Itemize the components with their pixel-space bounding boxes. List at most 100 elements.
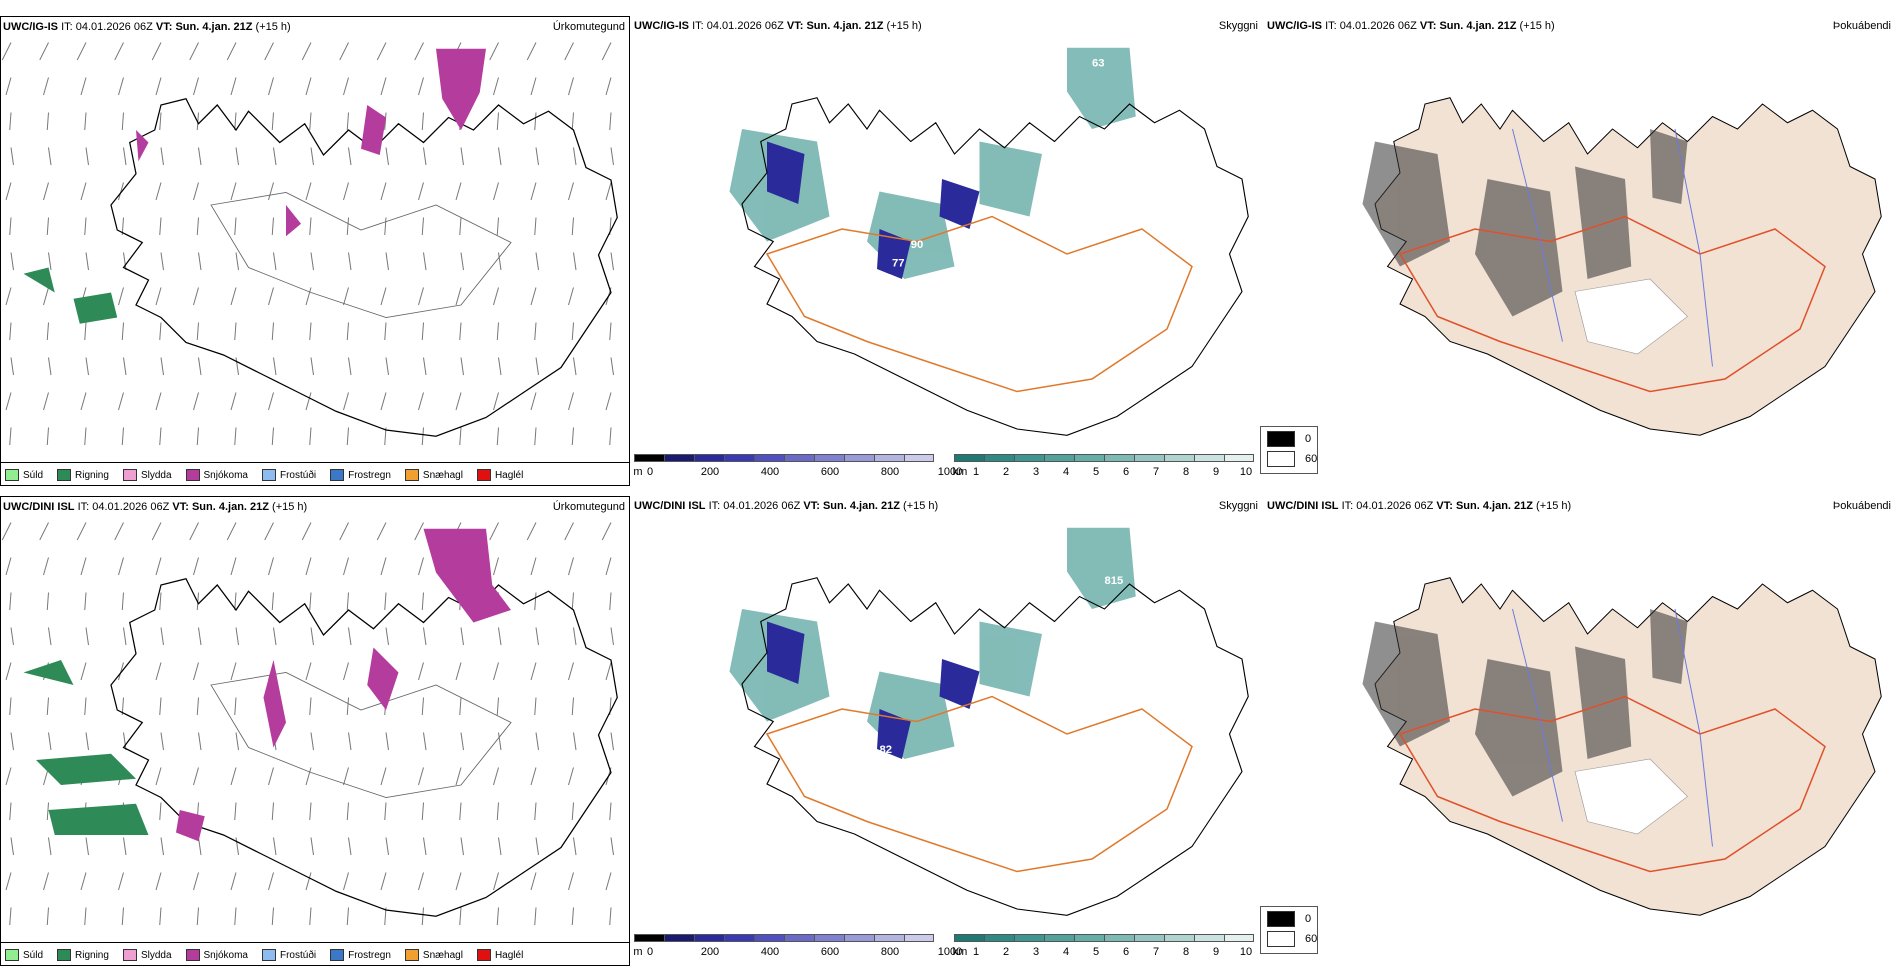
fog-legend: 0 60 — [1260, 906, 1318, 954]
visibility-unit: km — [952, 946, 968, 958]
fog-swatch — [1267, 431, 1295, 447]
station-value: 63 — [1092, 58, 1105, 70]
visibility-tick: 3 — [1032, 946, 1040, 958]
visibility-tick: 6 — [1122, 466, 1130, 478]
panel-header: UWC/DINI ISL IT: 04.01.2026 06Z VT: Sun.… — [634, 500, 939, 512]
legend-item: Slydda — [122, 949, 172, 961]
colorbar-segment — [1014, 934, 1044, 942]
rain-areas — [23, 660, 149, 835]
legend-item: Slydda — [122, 469, 172, 481]
coastline — [741, 577, 1249, 916]
ceiling-tick: 800 — [880, 466, 900, 478]
visibility-panel: UWC/DINI ISL IT: 04.01.2026 06Z VT: Sun.… — [632, 496, 1262, 966]
visibility-tick: 8 — [1182, 946, 1190, 958]
roads — [765, 695, 1193, 873]
precip-type-panel: UWC/IG-IS IT: 04.01.2026 06Z VT: Sun. 4.… — [0, 16, 630, 486]
panel-header: UWC/IG-IS IT: 04.01.2026 06Z VT: Sun. 4.… — [1267, 20, 1555, 32]
colorbar-segment — [664, 934, 694, 942]
fog-areas — [1362, 129, 1688, 317]
legend-swatch — [261, 949, 276, 961]
colorbar-segment — [1164, 454, 1194, 462]
roads — [210, 672, 512, 798]
fog-swatch — [1267, 931, 1295, 947]
legend-swatch — [476, 469, 491, 481]
legend-item: Súld — [5, 469, 43, 481]
colorbar-segment — [1224, 454, 1254, 462]
fog-legend-row: 60 — [1267, 931, 1317, 947]
legend-swatch — [5, 949, 19, 961]
colorbar-segment — [1134, 934, 1164, 942]
fog-panel: UWC/DINI ISL IT: 04.01.2026 06Z VT: Sun.… — [1260, 496, 1895, 966]
legend-swatch — [330, 949, 345, 961]
legend-label: Snjókoma — [203, 949, 248, 961]
roads — [210, 192, 512, 318]
coastline — [110, 98, 618, 437]
legend-label: Haglél — [494, 949, 524, 961]
legend-label: Slydda — [140, 949, 172, 961]
station-value: 77 — [892, 258, 905, 270]
station-value: 120 — [830, 788, 849, 800]
snow-areas — [136, 48, 486, 237]
coastline — [741, 97, 1249, 436]
legend-label: Frostúði — [279, 949, 317, 961]
colorbar-segment — [1044, 454, 1074, 462]
rivers — [1512, 128, 1713, 367]
legend-swatch — [404, 469, 419, 481]
ceiling-unit: m — [633, 946, 643, 958]
legend-label: Frostregn — [348, 949, 391, 961]
station-value: 815 — [1105, 575, 1124, 587]
ceiling-colorbar — [634, 454, 934, 462]
fog-areas — [1362, 609, 1688, 797]
legend-item: Súld — [5, 949, 43, 961]
colorbar-segment — [954, 934, 984, 942]
visibility-tick: 1 — [972, 466, 980, 478]
legend-swatch — [330, 469, 345, 481]
roads — [1398, 215, 1826, 393]
visibility-tick: 5 — [1092, 946, 1100, 958]
legend-label: Rigning — [75, 469, 109, 481]
legend-label: Snæhagl — [422, 949, 463, 961]
ceiling-tick: 800 — [880, 946, 900, 958]
visibility-colorbar — [954, 454, 1254, 462]
product-name: Þokuábendi — [1832, 20, 1891, 32]
legend-label: Súld — [23, 949, 44, 961]
colorbar-segment — [874, 934, 904, 942]
wind-barbs — [1, 42, 614, 446]
product-name: Skyggni — [1218, 500, 1258, 512]
colorbar-segment — [874, 454, 904, 462]
colorbar-segment — [984, 454, 1014, 462]
legend-item: Rigning — [57, 469, 109, 481]
colorbar-segment — [754, 454, 784, 462]
station-value: 90 — [911, 239, 924, 251]
legend-swatch — [404, 949, 419, 961]
map — [1, 42, 618, 446]
legend-label: Haglél — [494, 469, 524, 481]
low-ceiling-areas — [767, 141, 980, 279]
visibility-tick: 10 — [1239, 466, 1253, 478]
legend-swatch — [122, 949, 137, 961]
colorbar-segment — [904, 454, 934, 462]
legend-swatch — [261, 469, 276, 481]
legend-label: Súld — [23, 469, 44, 481]
colorbar-segment — [1014, 454, 1044, 462]
colorbar-segment — [1104, 934, 1134, 942]
visibility-tick: 2 — [1002, 466, 1010, 478]
colorbar-segment — [844, 934, 874, 942]
colorbar-segment — [724, 454, 754, 462]
fog-legend-row: 0 — [1267, 431, 1311, 447]
colorbar-segment — [904, 934, 934, 942]
rivers — [1512, 608, 1713, 847]
legend-item: Snæhagl — [404, 949, 463, 961]
ceiling-tick: 400 — [760, 946, 780, 958]
visibility-tick: 1 — [972, 946, 980, 958]
visibility-tick: 4 — [1062, 946, 1070, 958]
colorbar-segment — [1224, 934, 1254, 942]
colorbar-segment — [694, 454, 724, 462]
visibility-tick: 9 — [1212, 946, 1220, 958]
station-value: 79 — [967, 731, 980, 743]
colorbar-segment — [694, 934, 724, 942]
legend-swatch — [185, 949, 200, 961]
legend-item: Frostúði — [261, 949, 317, 961]
colorbar-segment — [784, 454, 814, 462]
colorbar-segment — [634, 934, 664, 942]
